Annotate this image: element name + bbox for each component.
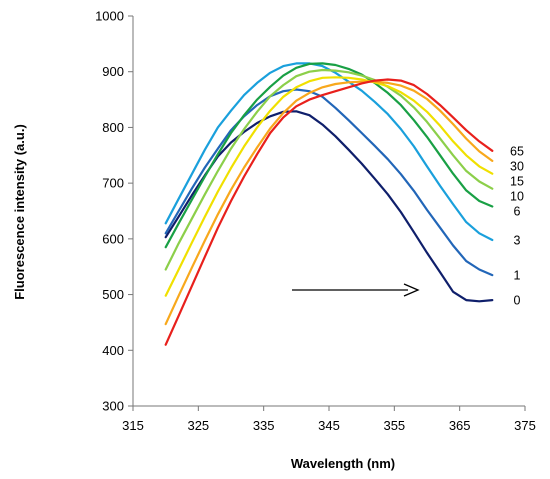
y-tick-label: 600: [102, 231, 124, 246]
series-label-10: 10: [510, 189, 524, 203]
series-label-3: 3: [514, 233, 521, 247]
series-line-6: [164, 62, 494, 249]
x-tick-label: 365: [449, 418, 471, 433]
series-line-10: [164, 68, 494, 271]
series-label-1: 1: [514, 269, 521, 283]
series-line-15: [164, 76, 494, 297]
series-label-0: 0: [514, 294, 521, 308]
series-label-30: 30: [510, 159, 524, 173]
series-label-6: 6: [514, 204, 521, 218]
y-tick-label: 300: [102, 399, 124, 414]
x-tick-label: 315: [122, 418, 144, 433]
series-line-0: [164, 110, 494, 303]
series-line-1: [164, 88, 494, 277]
x-axis-label: Wavelength (nm): [291, 456, 395, 471]
y-tick-label: 900: [102, 64, 124, 79]
y-tick-label: 1000: [95, 9, 124, 24]
x-tick-label: 335: [253, 418, 275, 433]
y-tick-label: 500: [102, 287, 124, 302]
y-axis-label: Fluorescence intensity (a.u.): [12, 124, 27, 300]
x-tick-label: 375: [514, 418, 536, 433]
shift-arrow-icon: [403, 283, 420, 297]
x-tick-label: 355: [383, 418, 405, 433]
series-line-65: [164, 78, 494, 346]
series-label-15: 15: [510, 174, 524, 188]
x-tick-label: 325: [187, 418, 209, 433]
series-label-65: 65: [510, 144, 524, 158]
y-tick-label: 700: [102, 176, 124, 191]
x-tick-label: 345: [318, 418, 340, 433]
series-layer: [164, 62, 494, 346]
y-tick-label: 800: [102, 120, 124, 135]
y-tick-label: 400: [102, 343, 124, 358]
series-line-30: [164, 80, 494, 326]
